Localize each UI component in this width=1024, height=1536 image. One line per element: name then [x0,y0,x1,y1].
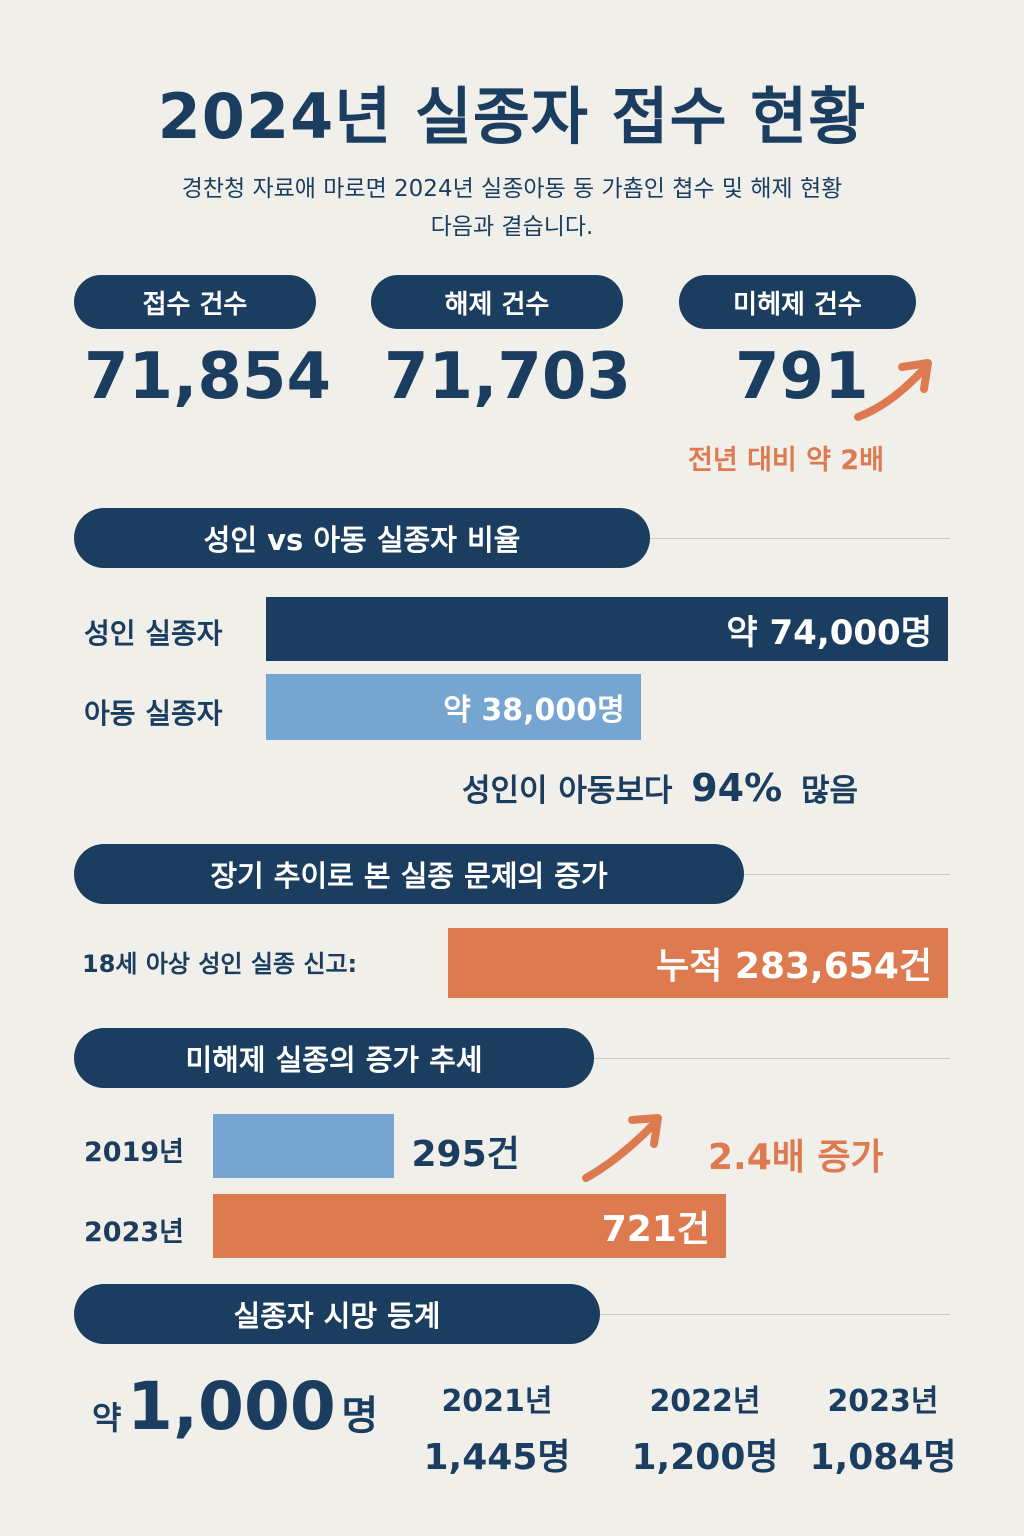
death-year-2021: 2021년 [441,1384,553,1419]
death-section-title: 실종자 시망 등계 [74,1284,600,1344]
section-divider [650,538,950,539]
year-2023-bar: 721건 [213,1194,726,1258]
adult-bar: 약 74,000명 [266,597,948,661]
increase-label: 2.4배 증가 [708,1137,884,1178]
death-value-2023: 1,084명 [809,1437,957,1478]
unreleased-count-value: 791 [735,340,869,414]
year-2023-label: 2023년 [84,1217,184,1248]
section-divider [594,1058,950,1059]
section-divider [744,874,950,875]
unreleased-section-title: 미해제 실종의 증가 추세 [74,1028,594,1088]
death-year-2022: 2022년 [649,1384,761,1419]
released-count-value: 71,703 [384,340,631,414]
death-total-prefix: 약 [92,1399,122,1437]
ratio-conclusion-suffix: 많음 [801,773,859,809]
subtitle-line-1: 경찬청 자료애 마로면 2024년 실종아동 동 가춈인 쳡수 및 해제 현황 [181,176,843,202]
death-total: 약 1,000 명 [92,1368,378,1445]
adult-label: 성인 실종자 [84,617,223,650]
year-2019-bar [213,1114,394,1178]
unreleased-count-pill: 미헤제 건수 [679,275,916,329]
ratio-conclusion-prefix: 성인이 아동보다 [462,773,673,809]
adult-report-label: 18세 아상 성인 실종 신고: [82,950,358,978]
death-year-2023: 2023년 [827,1384,939,1419]
released-count-pill: 해제 건수 [371,275,623,329]
child-bar: 약 38,000명 [266,674,641,740]
year-2023-value: 721건 [601,1209,710,1250]
adult-bar-value: 약 74,000명 [726,612,932,653]
increase-arrow-icon [582,1114,662,1182]
received-count-value: 71,854 [84,340,331,414]
child-bar-value: 약 38,000명 [443,693,625,728]
trend-section-title: 장기 추이로 본 실종 문제의 증가 [74,844,744,904]
page-subtitle: 경찬청 자료애 마로면 2024년 실종아동 동 가춈인 쳡수 및 해제 현황 … [60,170,964,246]
ratio-section-title: 성인 vs 아동 실종자 비율 [74,508,650,568]
cumulative-report-box: 누적 283,654건 [448,928,948,998]
death-total-value: 1,000 [127,1368,336,1445]
ratio-conclusion-value: 94% [691,766,783,810]
subtitle-line-2: 다음과 곁습니다. [430,214,594,240]
year-2019-label: 2019년 [84,1137,184,1168]
child-label: 아동 실종자 [84,697,223,730]
death-total-suffix: 명 [341,1393,379,1439]
year-2019-value: 295건 [411,1134,520,1175]
ratio-conclusion: 성인이 아동보다 94% 많음 [462,765,858,810]
cumulative-report-value: 누적 283,654건 [656,946,932,987]
unreleased-yoy-note: 전년 대비 약 2배 [688,445,885,476]
death-value-2022: 1,200명 [631,1437,779,1478]
received-count-pill: 접수 건수 [74,275,316,329]
page-title: 2024년 실종자 접수 현황 [157,80,867,153]
increase-arrow-icon [854,359,932,421]
death-value-2021: 1,445명 [423,1437,571,1478]
section-divider [600,1314,950,1315]
